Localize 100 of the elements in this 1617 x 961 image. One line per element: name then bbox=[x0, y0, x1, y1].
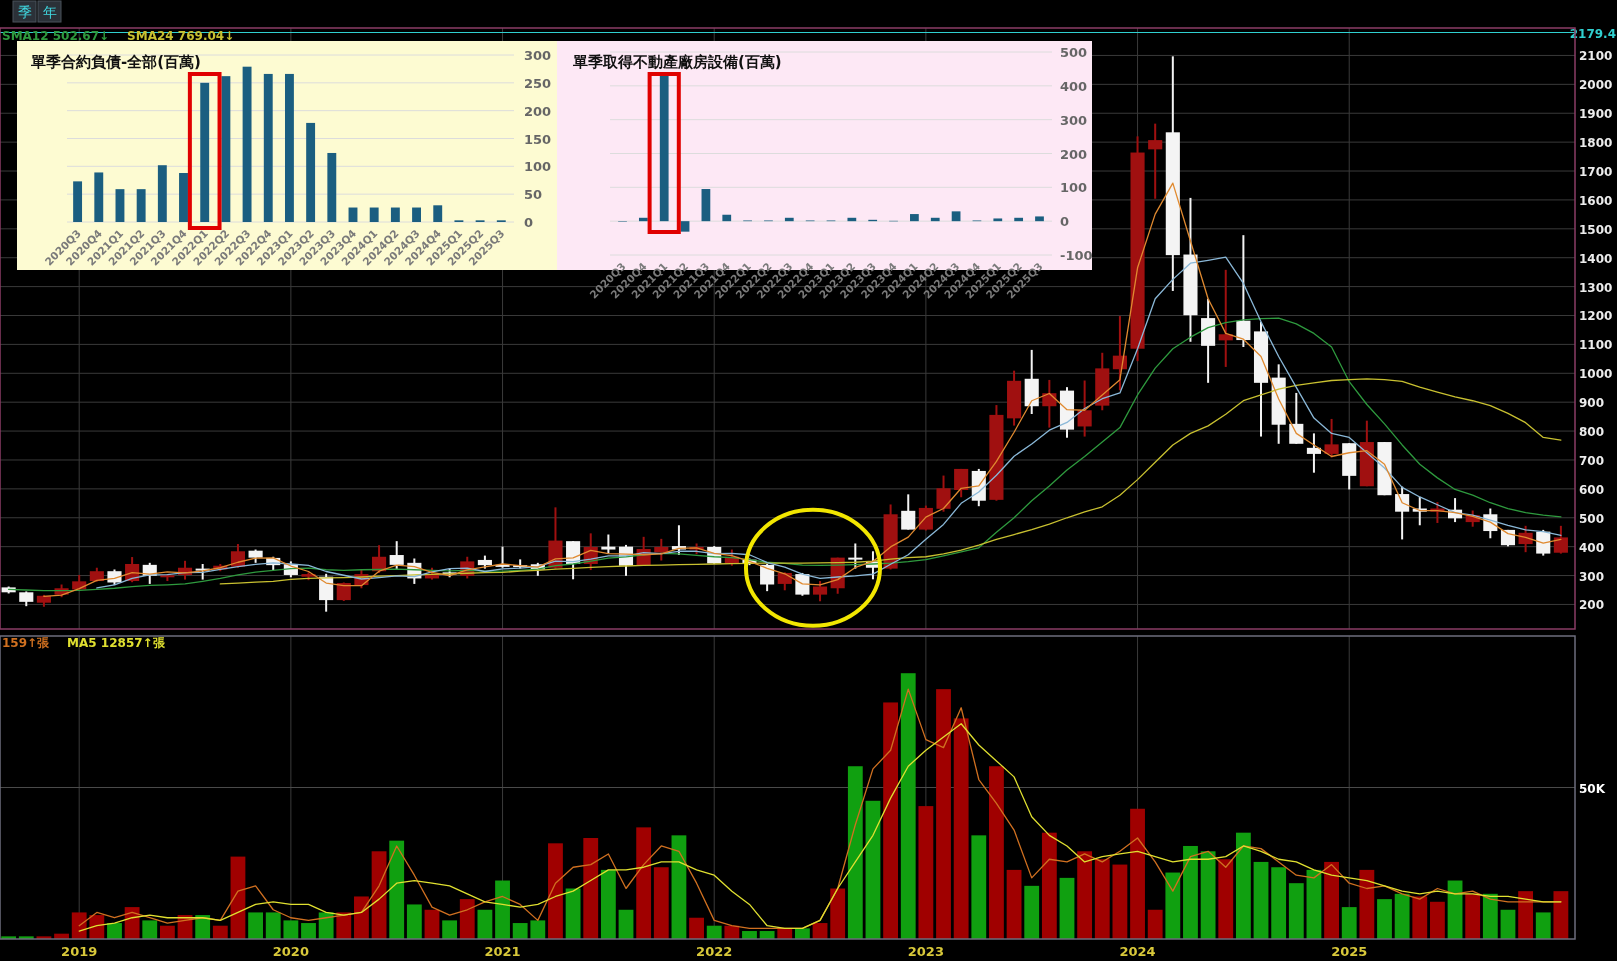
bar bbox=[390, 207, 400, 222]
bar bbox=[433, 205, 443, 222]
bar bbox=[883, 702, 899, 939]
bar bbox=[600, 869, 616, 939]
x-tick-label: 2025 bbox=[1331, 944, 1368, 959]
x-tick-label: 2022 bbox=[696, 944, 733, 959]
bar bbox=[1183, 845, 1198, 939]
bar bbox=[1430, 901, 1445, 939]
bar bbox=[1482, 893, 1498, 939]
bar bbox=[910, 214, 919, 222]
candlestick bbox=[1324, 417, 1339, 459]
y-tick-label: 50 bbox=[524, 187, 543, 203]
chart-title: 單季取得不動產廠房設備(百萬) bbox=[572, 53, 782, 71]
y-tick-label: 1800 bbox=[1579, 136, 1613, 151]
bar bbox=[389, 840, 405, 939]
ref-line-label: 50K bbox=[1579, 781, 1606, 796]
bar bbox=[847, 217, 857, 222]
bar bbox=[248, 912, 263, 939]
y-tick-label: 200 bbox=[1579, 598, 1605, 613]
bar bbox=[830, 888, 846, 939]
bar bbox=[1165, 872, 1181, 939]
bar bbox=[1288, 883, 1304, 939]
y-tick-label: 1400 bbox=[1579, 251, 1613, 266]
y-tick-label: 800 bbox=[1579, 425, 1605, 440]
bar bbox=[636, 827, 652, 939]
bar bbox=[1253, 861, 1269, 939]
bar bbox=[195, 915, 211, 939]
chart-title: 單季合約負債-全部(百萬) bbox=[30, 53, 201, 71]
bar bbox=[284, 73, 294, 222]
bar bbox=[1465, 893, 1481, 939]
candlestick bbox=[1553, 524, 1568, 555]
bar bbox=[495, 880, 510, 939]
bar bbox=[412, 207, 421, 222]
candlestick bbox=[495, 545, 510, 569]
bar bbox=[722, 214, 732, 222]
bar bbox=[336, 912, 352, 939]
x-tick-label: 2024 bbox=[1119, 944, 1156, 959]
bar bbox=[1094, 859, 1110, 939]
bar bbox=[701, 189, 711, 222]
candlestick bbox=[601, 533, 616, 555]
y-tick-label: 1200 bbox=[1579, 309, 1613, 324]
y-tick-label: 200 bbox=[1060, 146, 1088, 162]
bar bbox=[1077, 851, 1093, 939]
bar bbox=[1271, 867, 1287, 939]
bar bbox=[936, 689, 951, 939]
y-tick-label: 1100 bbox=[1579, 338, 1613, 353]
candlestick bbox=[1148, 122, 1163, 200]
y-tick-label: 600 bbox=[1579, 482, 1605, 497]
candlestick bbox=[1218, 268, 1233, 368]
x-tick-label: 2019 bbox=[61, 944, 98, 959]
bar bbox=[565, 888, 581, 939]
y-tick-label: 300 bbox=[524, 48, 552, 63]
bar bbox=[477, 909, 493, 939]
bar bbox=[301, 923, 316, 939]
bar bbox=[406, 904, 422, 939]
y-tick-label: 500 bbox=[1060, 45, 1088, 60]
bar bbox=[1324, 861, 1339, 939]
y-tick-label: 1600 bbox=[1579, 193, 1613, 208]
bar bbox=[354, 896, 369, 939]
bar bbox=[1306, 869, 1322, 939]
y-tick-label: 1000 bbox=[1579, 367, 1613, 382]
bar bbox=[424, 909, 440, 939]
bar bbox=[865, 800, 881, 939]
candlestick bbox=[848, 542, 863, 570]
bar bbox=[1218, 859, 1234, 939]
candlestick bbox=[812, 580, 828, 603]
bar bbox=[671, 835, 687, 939]
bar bbox=[1500, 909, 1516, 939]
y-tick-label: 250 bbox=[524, 75, 552, 91]
candlestick bbox=[389, 540, 404, 571]
text: MA5 12857↑張 bbox=[67, 636, 166, 650]
candlestick bbox=[1236, 234, 1251, 348]
candlestick bbox=[1395, 485, 1410, 541]
candlestick bbox=[760, 562, 775, 593]
bar bbox=[951, 211, 961, 222]
text: SMA24 769.04↓ bbox=[127, 29, 235, 43]
candlestick bbox=[654, 537, 669, 562]
text: 年 bbox=[42, 4, 57, 20]
bar bbox=[179, 173, 188, 222]
bar bbox=[107, 923, 122, 939]
bar bbox=[124, 907, 140, 939]
bar bbox=[265, 912, 281, 939]
bar bbox=[142, 920, 158, 939]
bar bbox=[1535, 912, 1551, 939]
y-tick-label: 400 bbox=[1579, 540, 1605, 555]
bar bbox=[583, 838, 599, 939]
bar bbox=[530, 920, 546, 939]
bar bbox=[1014, 217, 1024, 222]
y-tick-label: 2000 bbox=[1579, 78, 1613, 93]
bar bbox=[847, 766, 863, 939]
candlestick bbox=[918, 504, 933, 532]
y-tick-label: 300 bbox=[1579, 569, 1605, 584]
bar bbox=[1200, 851, 1216, 939]
bar bbox=[512, 923, 528, 939]
bar bbox=[653, 867, 669, 939]
y-tick-label: 0 bbox=[1060, 214, 1070, 230]
y-tick-label: 1300 bbox=[1579, 280, 1613, 295]
bar bbox=[548, 843, 563, 939]
bar bbox=[930, 217, 940, 222]
bar bbox=[971, 835, 987, 939]
